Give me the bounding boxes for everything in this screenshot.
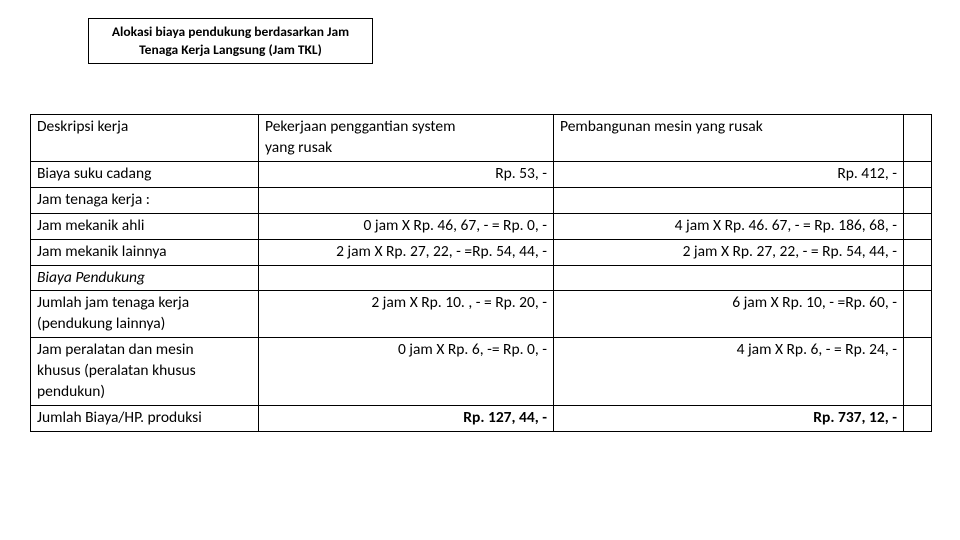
title-box: Alokasi biaya pendukung berdasarkan Jam … — [88, 18, 373, 64]
cell-v1 — [259, 265, 554, 291]
cell-v1 — [259, 187, 554, 213]
cell-v1-bold: Rp. 127, 44, - — [259, 406, 554, 432]
cell-v2: 6 jam X Rp. 10, - =Rp. 60, - — [554, 291, 904, 338]
allocation-table: Deskripsi kerja Pekerjaan penggantian sy… — [30, 114, 932, 432]
cell-desc: Jam tenaga kerja : — [31, 187, 259, 213]
header-desc: Deskripsi kerja — [31, 115, 259, 162]
table-row: Biaya suku cadang Rp. 53, - Rp. 412, - — [31, 161, 932, 187]
table-row: Jam mekanik lainnya 2 jam X Rp. 27, 22, … — [31, 239, 932, 265]
cell-v2: Rp. 412, - — [554, 161, 904, 187]
cell-v2-bold: Rp. 737, 12, - — [554, 406, 904, 432]
cell-v1: 2 jam X Rp. 10. , - = Rp. 20, - — [259, 291, 554, 338]
header-empty — [904, 115, 932, 162]
cell-v2: 4 jam X Rp. 46. 67, - = Rp. 186, 68, - — [554, 213, 904, 239]
cell-desc: Jam peralatan dan mesin khusus (peralata… — [31, 338, 259, 406]
cell-desc: Biaya suku cadang — [31, 161, 259, 187]
cell-desc-italic: Biaya Pendukung — [31, 265, 259, 291]
table-row: Jam peralatan dan mesin khusus (peralata… — [31, 338, 932, 406]
cell-desc: Jam mekanik ahli — [31, 213, 259, 239]
table-row: Jam mekanik ahli 0 jam X Rp. 46, 67, - =… — [31, 213, 932, 239]
cell-desc: Jam mekanik lainnya — [31, 239, 259, 265]
cell-desc: Jumlah jam tenaga kerja (pendukung lainn… — [31, 291, 259, 338]
cell-v1: 2 jam X Rp. 27, 22, - =Rp. 54, 44, - — [259, 239, 554, 265]
cell-desc: Jumlah Biaya/HP. produksi — [31, 406, 259, 432]
table-row: Jam tenaga kerja : — [31, 187, 932, 213]
table-row: Jumlah jam tenaga kerja (pendukung lainn… — [31, 291, 932, 338]
cell-v1: 0 jam X Rp. 46, 67, - = Rp. 0, - — [259, 213, 554, 239]
cell-v1: 0 jam X Rp. 6, -= Rp. 0, - — [259, 338, 554, 406]
cell-v2 — [554, 265, 904, 291]
cell-v2: 2 jam X Rp. 27, 22, - = Rp. 54, 44, - — [554, 239, 904, 265]
header-col1: Pekerjaan penggantian system yang rusak — [259, 115, 554, 162]
table-header-row: Deskripsi kerja Pekerjaan penggantian sy… — [31, 115, 932, 162]
title-line2: Tenaga Kerja Langsung (Jam TKL) — [139, 41, 322, 58]
cell-v1: Rp. 53, - — [259, 161, 554, 187]
title-line1: Alokasi biaya pendukung berdasarkan Jam — [112, 23, 349, 40]
cell-v2 — [554, 187, 904, 213]
table-row: Biaya Pendukung — [31, 265, 932, 291]
header-col2: Pembangunan mesin yang rusak — [554, 115, 904, 162]
cell-v2: 4 jam X Rp. 6, - = Rp. 24, - — [554, 338, 904, 406]
table-row-total: Jumlah Biaya/HP. produksi Rp. 127, 44, -… — [31, 406, 932, 432]
